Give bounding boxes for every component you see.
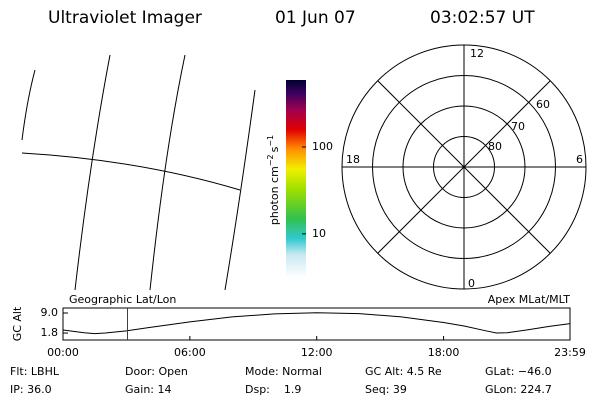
info-field: Mode: Normal — [245, 365, 322, 378]
time: 03:02:57 UT — [430, 8, 535, 28]
date: 01 Jun 07 — [275, 8, 356, 28]
info-field: IP: 36.0 — [10, 383, 52, 396]
map-grid — [21, 54, 256, 291]
left-title: Geographic Lat/Lon — [69, 293, 176, 306]
mlt-label: 6 — [576, 153, 583, 166]
info-field: GLon: 224.7 — [485, 383, 552, 396]
x-tick-label: 12:00 — [301, 346, 333, 359]
info-field: Dsp: 1.9 — [245, 383, 301, 396]
info-field: Seq: 39 — [365, 383, 407, 396]
y-tick-label: 1.8 — [41, 326, 59, 339]
colorbar-tick-label: 10 — [312, 227, 326, 240]
lat-label: 80 — [488, 140, 502, 153]
right-title: Apex MLat/MLT — [488, 293, 571, 306]
y-label: GC Alt — [11, 306, 24, 341]
mlt-label: 0 — [468, 277, 475, 290]
colorbar-tick-label: 100 — [312, 140, 333, 153]
mlt-label: 18 — [346, 153, 360, 166]
info-field: Gain: 14 — [125, 383, 172, 396]
x-tick-label: 06:00 — [174, 346, 206, 359]
x-tick-label: 18:00 — [428, 346, 460, 359]
instrument: Ultraviolet Imager — [48, 8, 202, 28]
mlt-label: 12 — [470, 47, 484, 60]
info-field: Door: Open — [125, 365, 188, 378]
lat-label: 60 — [536, 98, 550, 111]
colorbar-label: photon cm−2s−1 — [266, 135, 282, 225]
y-tick-label: 9.0 — [41, 306, 59, 319]
info-field: Flt: LBHL — [10, 365, 60, 378]
polar-grid — [341, 44, 587, 290]
x-tick-label: 23:59 — [554, 346, 586, 359]
info-field: GC Alt: 4.5 Re — [365, 365, 442, 378]
colorbar — [286, 80, 306, 278]
x-tick-label: 00:00 — [47, 346, 79, 359]
altitude-line — [62, 312, 571, 335]
lat-label: 70 — [511, 120, 525, 133]
info-field: GLat: −46.0 — [485, 365, 552, 378]
